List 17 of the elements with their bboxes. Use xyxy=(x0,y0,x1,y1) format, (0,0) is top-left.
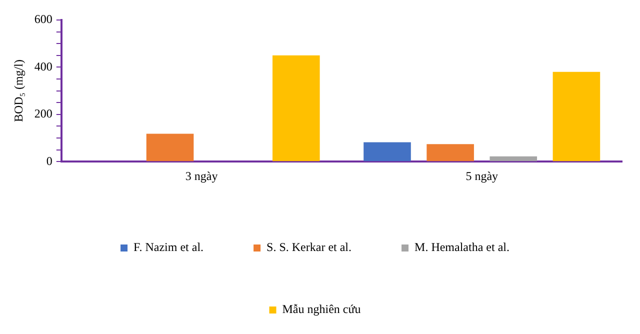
bar xyxy=(364,142,411,162)
legend-label: S. S. Kerkar et al. xyxy=(266,240,352,254)
legend-label: Mẫu nghiên cứu xyxy=(282,302,361,316)
x-tick-label: 3 ngày xyxy=(185,168,218,183)
y-tick-label: 600 xyxy=(34,12,52,26)
bar xyxy=(490,156,538,162)
y-tick-label: 400 xyxy=(34,59,52,74)
y-axis-title: BOD₅ (mg/l) xyxy=(11,60,26,122)
bar xyxy=(146,134,194,162)
y-tick-label: 200 xyxy=(34,106,52,121)
legend-label: F. Nazim et al. xyxy=(134,240,204,254)
bar xyxy=(552,72,600,162)
x-tick-label: 5 ngày xyxy=(466,168,498,183)
y-tick-label: 0 xyxy=(46,154,52,168)
bar xyxy=(426,144,474,162)
bar xyxy=(272,55,320,162)
legend-label: M. Hemalatha et al. xyxy=(414,240,510,254)
